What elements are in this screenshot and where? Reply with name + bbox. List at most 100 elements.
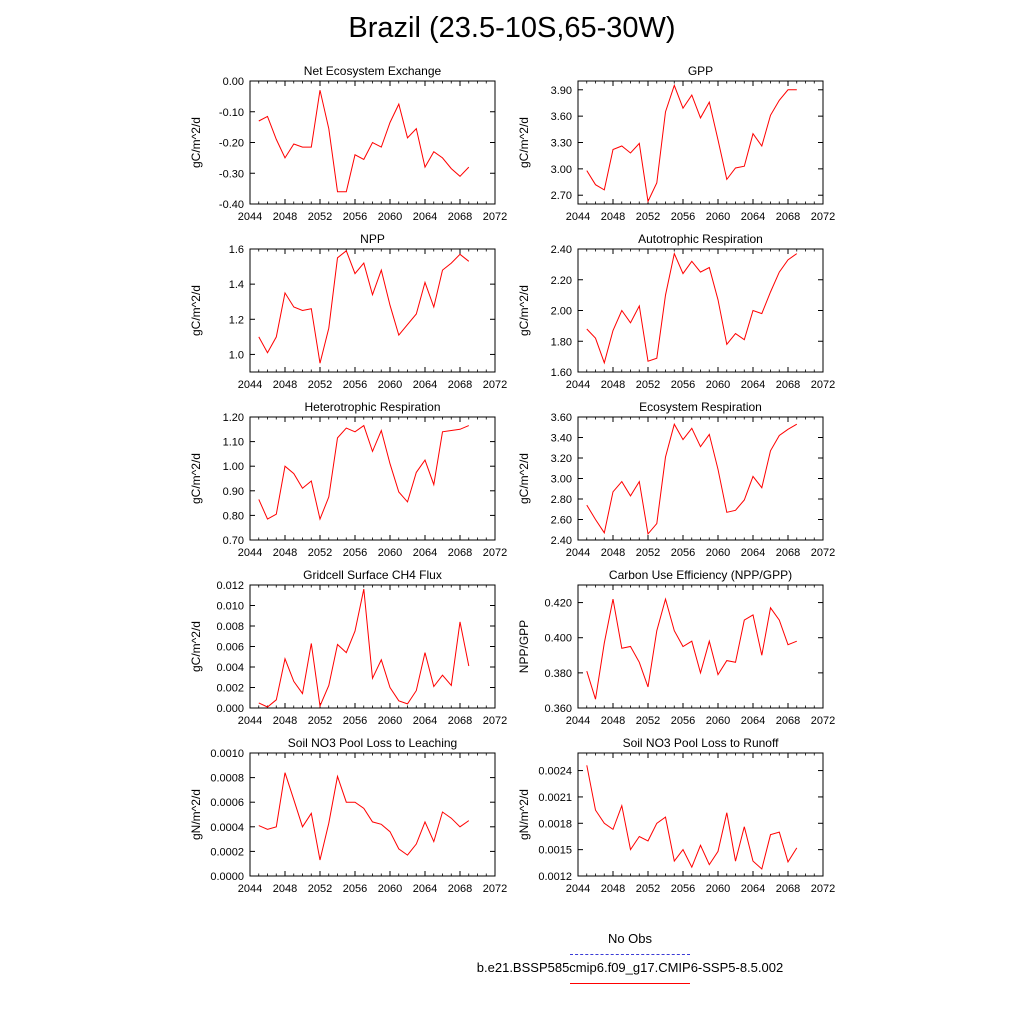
page-title: Brazil (23.5-10S,65-30W) (348, 12, 676, 44)
x-tick-label: 2056 (343, 883, 367, 895)
x-tick-label: 2056 (343, 547, 367, 559)
y-tick-label: 1.80 (551, 336, 572, 348)
legend-obs-line (570, 954, 690, 955)
y-tick-label: -0.40 (219, 199, 244, 211)
plot-title: Net Ecosystem Exchange (304, 64, 442, 78)
x-tick-label: 2068 (448, 379, 472, 391)
plot-title: Gridcell Surface CH4 Flux (303, 568, 442, 582)
y-axis-label: gC/m^2/d (189, 453, 203, 504)
x-tick-label: 2064 (413, 211, 437, 223)
x-tick-label: 2044 (238, 547, 262, 559)
y-tick-label: 2.40 (551, 244, 572, 256)
x-tick-label: 2052 (308, 547, 332, 559)
x-tick-label: 2064 (741, 883, 765, 895)
series-line (258, 772, 470, 861)
plot-title: GPP (688, 64, 713, 78)
y-tick-label: 1.4 (229, 279, 244, 291)
x-tick-label: 2052 (636, 547, 660, 559)
x-tick-label: 2052 (308, 883, 332, 895)
series-line (258, 424, 469, 521)
x-tick-label: 2064 (741, 211, 765, 223)
x-tick-label: 2060 (378, 211, 402, 223)
y-tick-label: 0.008 (216, 621, 244, 633)
y-tick-label: 3.00 (551, 164, 572, 176)
y-tick-label: 0.360 (544, 703, 572, 715)
y-tick-label: 0.70 (223, 535, 244, 547)
plot-frame (249, 248, 496, 373)
y-tick-label: 0.0002 (210, 846, 244, 858)
x-tick-label: 2068 (776, 547, 800, 559)
plot-frame (249, 752, 496, 877)
x-tick-label: 2056 (343, 379, 367, 391)
x-tick-label: 2048 (273, 379, 297, 391)
x-tick-label: 2044 (566, 715, 590, 727)
x-tick-label: 2044 (238, 715, 262, 727)
plot-frame (577, 416, 824, 541)
x-tick-label: 2056 (343, 211, 367, 223)
y-tick-label: 1.0 (229, 349, 244, 361)
x-tick-label: 2056 (671, 883, 695, 895)
x-tick-label: 2048 (273, 211, 297, 223)
x-tick-label: 2044 (566, 883, 590, 895)
series-line (586, 83, 797, 204)
y-tick-label: 0.80 (223, 510, 244, 522)
x-tick-label: 2056 (671, 547, 695, 559)
x-tick-label: 2048 (601, 547, 625, 559)
x-tick-label: 2068 (776, 715, 800, 727)
y-tick-label: 0.00 (223, 76, 244, 88)
x-tick-label: 2064 (741, 715, 765, 727)
series-line (586, 422, 798, 536)
y-tick-label: 2.40 (551, 535, 572, 547)
x-tick-label: 2048 (273, 715, 297, 727)
y-tick-label: 1.6 (229, 244, 244, 256)
x-tick-label: 2060 (706, 379, 730, 391)
y-tick-label: 0.0012 (538, 871, 572, 883)
y-tick-label: 0.0010 (210, 748, 244, 760)
y-tick-label: 3.60 (551, 111, 572, 123)
y-tick-label: 0.0015 (538, 845, 572, 857)
y-tick-label: 3.40 (551, 433, 572, 445)
x-tick-label: 2064 (741, 379, 765, 391)
plot-frame (249, 584, 496, 709)
x-tick-label: 2056 (343, 715, 367, 727)
x-tick-label: 2048 (273, 547, 297, 559)
y-tick-label: 1.60 (551, 367, 572, 379)
y-axis-label: gC/m^2/d (189, 117, 203, 168)
y-tick-label: 0.000 (216, 703, 244, 715)
x-tick-label: 2064 (413, 379, 437, 391)
series-line (258, 249, 470, 364)
y-tick-label: 2.00 (551, 306, 572, 318)
y-axis-label: gC/m^2/d (189, 285, 203, 336)
y-tick-label: 3.60 (551, 412, 572, 424)
x-tick-label: 2072 (483, 715, 507, 727)
y-axis-label: gC/m^2/d (517, 453, 531, 504)
x-tick-label: 2064 (741, 547, 765, 559)
y-tick-label: 0.90 (223, 486, 244, 498)
y-tick-label: -0.20 (219, 138, 244, 150)
y-tick-label: 0.420 (544, 598, 572, 610)
x-tick-label: 2068 (448, 883, 472, 895)
x-tick-label: 2052 (636, 379, 660, 391)
x-tick-label: 2048 (601, 379, 625, 391)
y-tick-label: 1.20 (223, 412, 244, 424)
x-tick-label: 2060 (706, 211, 730, 223)
x-tick-label: 2060 (378, 379, 402, 391)
y-tick-label: 3.30 (551, 138, 572, 150)
x-tick-label: 2068 (776, 211, 800, 223)
plot-title: Ecosystem Respiration (639, 400, 762, 414)
series-line (258, 90, 470, 193)
x-tick-label: 2060 (378, 883, 402, 895)
plot-title: Soil NO3 Pool Loss to Runoff (623, 736, 780, 750)
x-tick-label: 2060 (378, 715, 402, 727)
x-tick-label: 2068 (776, 379, 800, 391)
legend-model-line (570, 983, 690, 984)
x-tick-label: 2064 (413, 883, 437, 895)
x-tick-label: 2064 (413, 547, 437, 559)
y-tick-label: 2.70 (551, 190, 572, 202)
y-axis-label: gC/m^2/d (517, 285, 531, 336)
y-tick-label: 2.20 (551, 275, 572, 287)
x-tick-label: 2072 (483, 211, 507, 223)
x-tick-label: 2072 (483, 883, 507, 895)
y-tick-label: 1.10 (223, 437, 244, 449)
